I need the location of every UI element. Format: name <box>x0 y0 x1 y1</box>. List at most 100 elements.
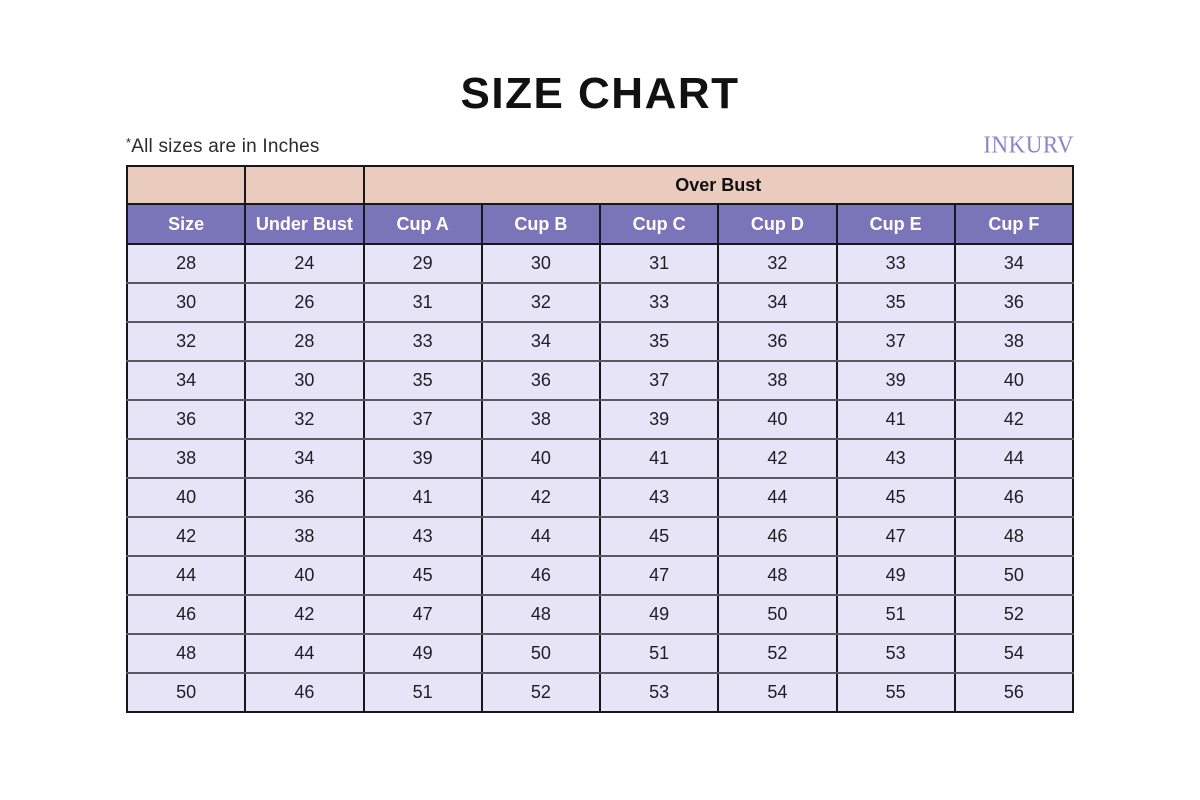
measurement-cell: 31 <box>362 282 483 324</box>
column-header-cup-d: Cup D <box>717 203 838 246</box>
table-row: 38 34 39 40 41 42 43 44 <box>125 438 1075 480</box>
measurement-cell: 34 <box>953 243 1075 285</box>
measurement-cell: 39 <box>598 399 720 441</box>
note-asterisk: * <box>126 135 132 151</box>
measurement-cell: 30 <box>244 360 365 402</box>
measurement-cell: 51 <box>598 633 720 675</box>
table-row: 42 38 43 44 45 46 47 48 <box>125 516 1075 558</box>
measurement-cell: 33 <box>362 321 483 363</box>
size-cell: 32 <box>125 321 247 363</box>
measurement-cell: 45 <box>598 516 720 558</box>
measurement-cell: 46 <box>244 672 365 714</box>
measurement-cell: 36 <box>244 477 365 519</box>
measurement-cell: 44 <box>953 438 1075 480</box>
size-cell: 50 <box>125 672 247 714</box>
column-header-cup-f: Cup F <box>953 203 1075 246</box>
measurement-cell: 47 <box>835 516 956 558</box>
measurement-cell: 48 <box>953 516 1075 558</box>
measurement-cell: 36 <box>480 360 602 402</box>
measurement-cell: 54 <box>717 672 838 714</box>
measurement-cell: 49 <box>362 633 483 675</box>
measurement-cell: 42 <box>953 399 1075 441</box>
measurement-cell: 38 <box>244 516 365 558</box>
measurement-cell: 40 <box>244 555 365 597</box>
size-chart-page: SIZE CHART *All sizes are in Inches INKU… <box>125 69 1075 714</box>
measurement-cell: 40 <box>953 360 1075 402</box>
measurement-cell: 44 <box>244 633 365 675</box>
measurement-cell: 36 <box>717 321 838 363</box>
measurement-cell: 33 <box>835 243 956 285</box>
measurement-cell: 34 <box>717 282 838 324</box>
note-text: All sizes are in Inches <box>131 136 320 158</box>
size-cell: 46 <box>125 594 247 636</box>
column-header-cup-e: Cup E <box>835 203 956 246</box>
measurement-cell: 33 <box>598 282 720 324</box>
measurement-cell: 38 <box>480 399 602 441</box>
measurement-cell: 38 <box>717 360 838 402</box>
table-row: 44 40 45 46 47 48 49 50 <box>125 555 1075 597</box>
measurement-cell: 56 <box>953 672 1075 714</box>
table-row: 46 42 47 48 49 50 51 52 <box>125 594 1075 636</box>
measurement-cell: 34 <box>244 438 365 480</box>
measurement-cell: 41 <box>835 399 956 441</box>
measurement-cell: 40 <box>480 438 602 480</box>
size-table-body: 28 24 29 30 31 32 33 34 30 26 31 32 33 34 35 36 32 28 33 34… <box>125 243 1075 714</box>
measurement-cell: 29 <box>362 243 483 285</box>
measurement-cell: 46 <box>953 477 1075 519</box>
table-row: 34 30 35 36 37 38 39 40 <box>125 360 1075 402</box>
measurement-cell: 35 <box>362 360 483 402</box>
measurement-cell: 49 <box>598 594 720 636</box>
table-row: 28 24 29 30 31 32 33 34 <box>125 243 1075 285</box>
measurement-cell: 50 <box>717 594 838 636</box>
measurement-cell: 47 <box>362 594 483 636</box>
measurement-cell: 51 <box>835 594 956 636</box>
page-title: SIZE CHART <box>460 69 740 118</box>
measurement-cell: 37 <box>362 399 483 441</box>
measurement-cell: 39 <box>362 438 483 480</box>
size-cell: 44 <box>125 555 247 597</box>
empty-header-cell-size <box>125 165 247 206</box>
measurement-cell: 37 <box>598 360 720 402</box>
column-header-size: Size <box>125 203 247 246</box>
measurement-cell: 54 <box>953 633 1075 675</box>
column-header-cup-a: Cup A <box>362 203 483 246</box>
measurement-cell: 32 <box>480 282 602 324</box>
measurement-cell: 42 <box>244 594 365 636</box>
column-header-cup-c: Cup C <box>598 203 720 246</box>
measurement-cell: 40 <box>717 399 838 441</box>
measurement-cell: 45 <box>362 555 483 597</box>
table-row: 50 46 51 52 53 54 55 56 <box>125 672 1075 714</box>
measurement-cell: 36 <box>953 282 1075 324</box>
measurement-cell: 41 <box>598 438 720 480</box>
measurement-cell: 37 <box>835 321 956 363</box>
brand-logo: INKURV <box>983 131 1074 158</box>
size-cell: 42 <box>125 516 247 558</box>
measurement-cell: 35 <box>598 321 720 363</box>
over-bust-group-header: Over Bust <box>362 165 1074 206</box>
measurement-cell: 32 <box>244 399 365 441</box>
measurement-cell: 50 <box>480 633 602 675</box>
measurement-cell: 28 <box>244 321 365 363</box>
measurement-cell: 46 <box>480 555 602 597</box>
size-cell: 28 <box>125 243 247 285</box>
measurement-cell: 50 <box>953 555 1075 597</box>
size-cell: 36 <box>125 399 247 441</box>
measurement-cell: 52 <box>480 672 602 714</box>
measurement-cell: 43 <box>362 516 483 558</box>
measurement-cell: 49 <box>835 555 956 597</box>
column-header-cup-b: Cup B <box>480 203 602 246</box>
measurement-cell: 51 <box>362 672 483 714</box>
table-row: 40 36 41 42 43 44 45 46 <box>125 477 1075 519</box>
measurement-cell: 41 <box>362 477 483 519</box>
measurement-cell: 39 <box>835 360 956 402</box>
empty-header-cell-underbust <box>244 165 365 206</box>
measurement-cell: 31 <box>598 243 720 285</box>
measurement-cell: 24 <box>244 243 365 285</box>
size-cell: 40 <box>125 477 247 519</box>
measurement-cell: 52 <box>953 594 1075 636</box>
measurement-cell: 55 <box>835 672 956 714</box>
group-header-row: Over Bust <box>125 165 1074 206</box>
measurement-cell: 53 <box>598 672 720 714</box>
column-header-under-bust: Under Bust <box>244 203 365 246</box>
